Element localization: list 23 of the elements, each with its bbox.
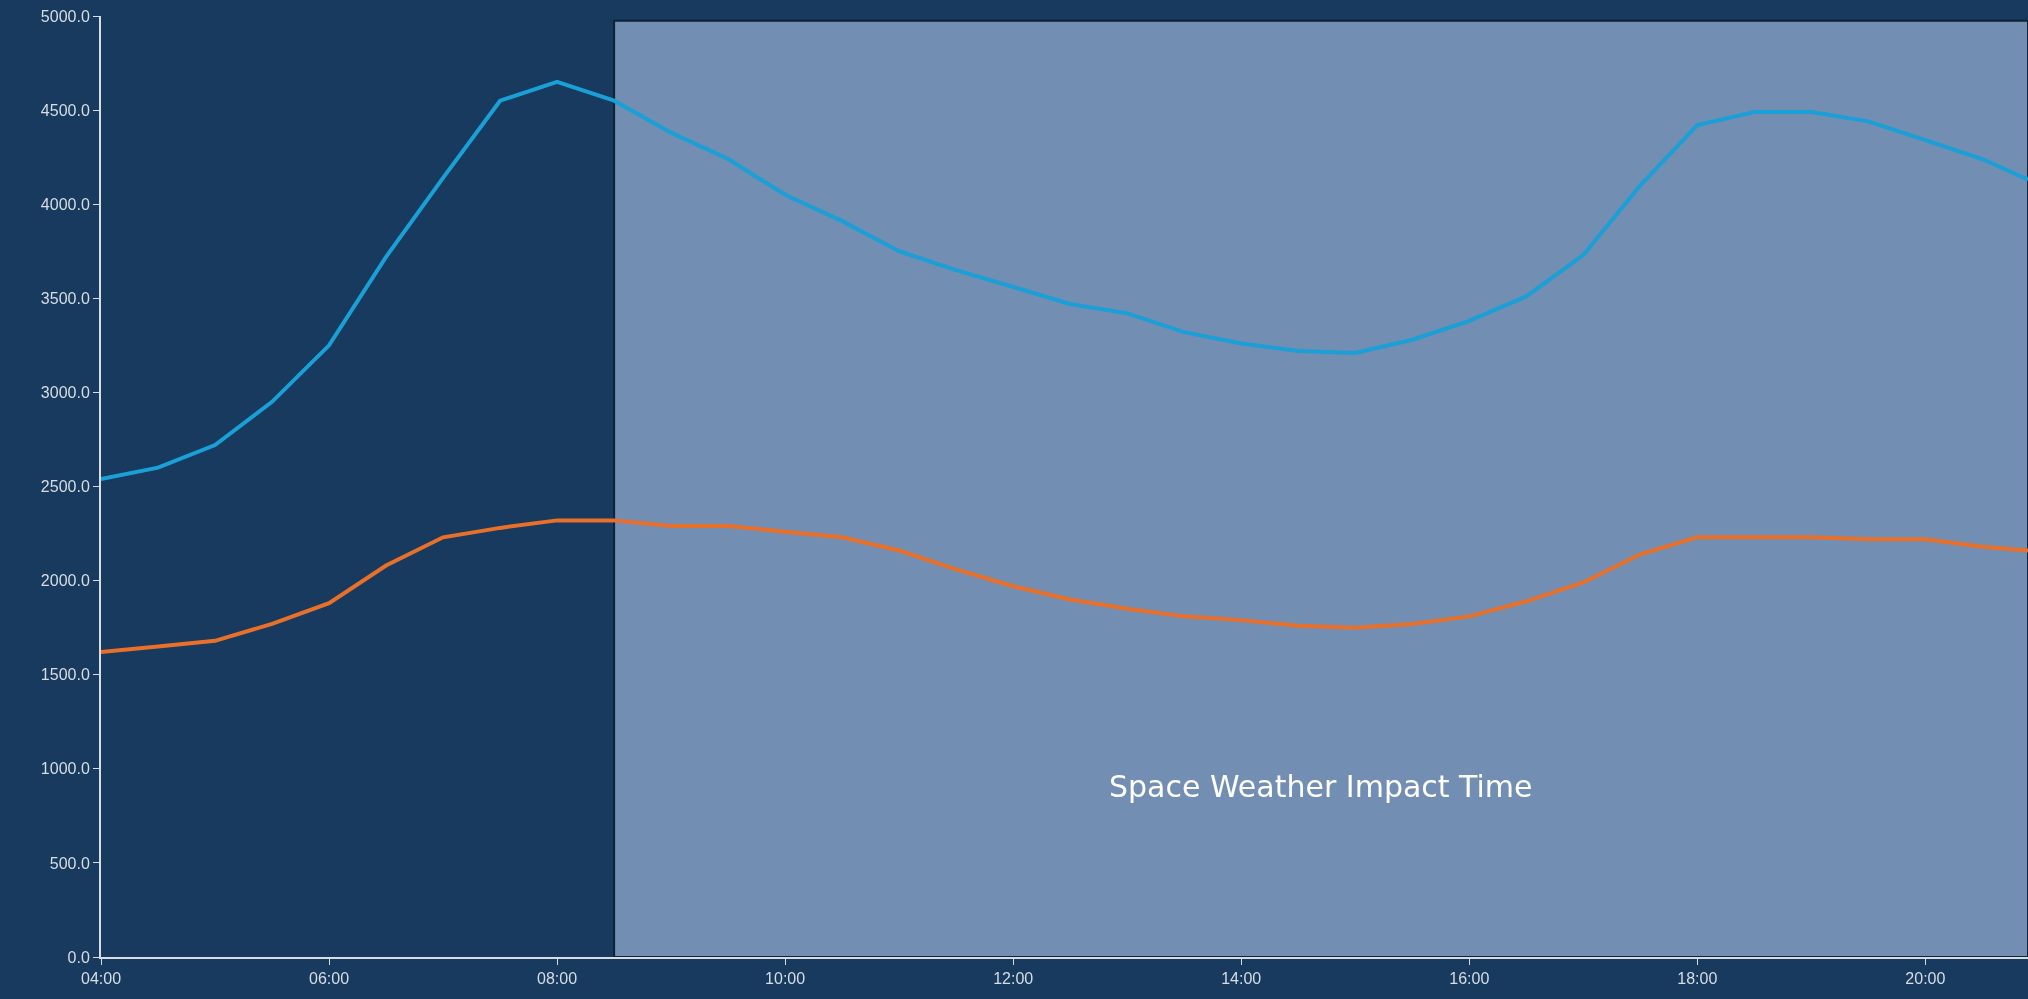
y-tick-label: 4500.0 xyxy=(40,101,90,119)
x-tick-label: 10:00 xyxy=(765,970,806,988)
x-tick-label: 20:00 xyxy=(1905,970,1946,988)
band-label: Space Weather Impact Time xyxy=(1109,769,1533,804)
x-tick-label: 08:00 xyxy=(537,970,578,988)
y-tick-label: 4000.0 xyxy=(40,195,90,213)
y-tick-label: 0.0 xyxy=(67,948,90,966)
y-tick-label: 1500.0 xyxy=(40,666,90,684)
x-tick-label: 06:00 xyxy=(309,970,350,988)
x-tick-label: 18:00 xyxy=(1677,970,1718,988)
y-tick-label: 5000.0 xyxy=(40,7,90,25)
y-tick-label: 2000.0 xyxy=(40,572,90,590)
y-tick-label: 500.0 xyxy=(49,854,90,872)
y-tick-label: 3500.0 xyxy=(40,289,90,307)
y-tick-label: 2500.0 xyxy=(40,478,90,496)
x-tick-label: 16:00 xyxy=(1449,970,1490,988)
x-tick-label: 14:00 xyxy=(1221,970,1262,988)
line-series xyxy=(101,518,2028,655)
y-tick-label: 3000.0 xyxy=(40,384,90,401)
x-tick-label: 12:00 xyxy=(993,970,1034,988)
line-series xyxy=(101,79,2028,481)
y-tick-label: 1000.0 xyxy=(40,760,90,778)
x-tick-label: 04:00 xyxy=(80,970,122,988)
